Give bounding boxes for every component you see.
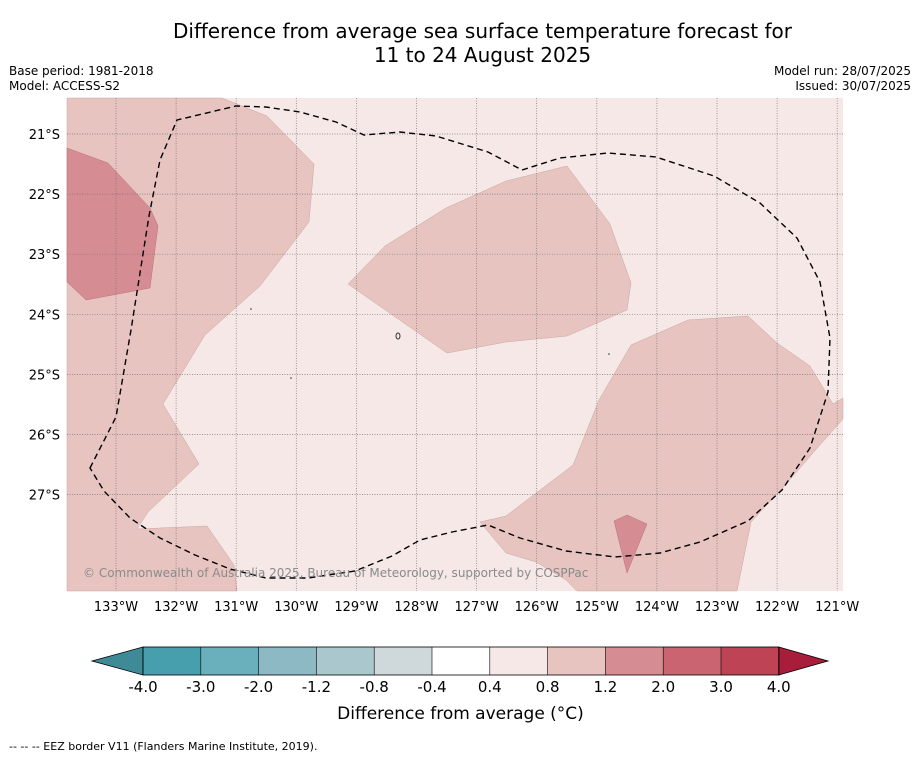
model-name: Model: ACCESS-S2 [9,79,121,93]
colorbar-cell [663,647,721,675]
copyright-notice: © Commonwealth of Australia 2025, Bureau… [83,566,588,580]
longitude-label: 121°W [815,600,859,615]
colorbar-tick-label: 0.8 [536,678,560,696]
colorbar-cell [374,647,432,675]
latitude-label: 26°S [29,429,60,444]
longitude-label: 132°W [154,600,198,615]
model-run: Model run: 28/07/2025 [773,64,911,78]
anomaly-contours [66,97,844,592]
latitude-label: 25°S [29,368,60,383]
longitude-label: 130°W [274,600,318,615]
latitude-labels: 21°S 22°S 23°S 24°S 25°S 26°S 27°S [29,128,60,504]
sst-anomaly-map: © Commonwealth of Australia 2025, Bureau… [29,97,860,615]
colorbar: -4.0 -3.0 -2.0 -1.2 -0.8 -0.4 0.4 0.8 1.2 2.0 3.0 4… [90,646,830,696]
anomaly-region-central [347,165,632,354]
colorbar-arrow-high [778,646,830,676]
latitude-label: 27°S [29,489,60,504]
longitude-gridlines [115,98,838,591]
colorbar-tick-label: 0.4 [478,678,502,696]
longitude-label: 125°W [575,600,619,615]
colorbar-tick-label: -2.0 [244,678,273,696]
base-period: Base period: 1981-2018 [9,64,154,78]
page-title: Difference from average sea surface temp… [172,19,792,43]
longitude-label: 129°W [334,600,378,615]
longitude-label: 122°W [755,600,799,615]
latitude-label: 23°S [29,248,60,263]
eez-footnote: -- -- -- EEZ border V11 (Flanders Marine… [9,740,318,753]
latitude-gridlines [67,133,843,495]
island-markers [250,308,610,379]
latitude-label: 21°S [29,128,60,143]
colorbar-tick-label: 3.0 [709,678,733,696]
colorbar-cell [721,647,779,675]
colorbar-cell [432,647,490,675]
colorbar-cell [200,647,259,675]
colorbar-cell [258,647,317,675]
longitude-label: 127°W [455,600,499,615]
colorbar-tick-label: 1.2 [593,678,617,696]
colorbar-label: Difference from average (°C) [337,704,584,724]
colorbar-arrow-low [90,646,144,676]
colorbar-cell [547,647,606,675]
colorbar-tick-label: 2.0 [651,678,675,696]
longitude-label: 123°W [695,600,739,615]
colorbar-tick-label: -0.4 [417,678,446,696]
longitude-label: 126°W [515,600,559,615]
anomaly-region-warm-west [66,147,159,301]
longitude-labels: 133°W 132°W 131°W 130°W 129°W 128°W 127°W 126°W… [94,600,860,615]
longitude-label: 124°W [635,600,679,615]
latitude-label: 22°S [29,188,60,203]
colorbar-cell [143,647,201,675]
longitude-label: 133°W [94,600,138,615]
colorbar-tick-label: 4.0 [767,678,791,696]
eez-border [89,105,831,579]
colorbar-tick-label: -4.0 [128,678,157,696]
issued-date: Issued: 30/07/2025 [795,79,911,93]
colorbar-tick-label: -0.8 [360,678,389,696]
anomaly-region-warm-south [613,514,648,574]
latitude-label: 24°S [29,308,60,323]
colorbar-tick-label: -3.0 [186,678,215,696]
page-subtitle: 11 to 24 August 2025 [373,43,592,67]
longitude-label: 128°W [394,600,438,615]
colorbar-cell [605,647,664,675]
colorbar-cell [489,647,548,675]
colorbar-tick-label: -1.2 [302,678,331,696]
longitude-label: 131°W [214,600,258,615]
colorbar-cell [316,647,375,675]
